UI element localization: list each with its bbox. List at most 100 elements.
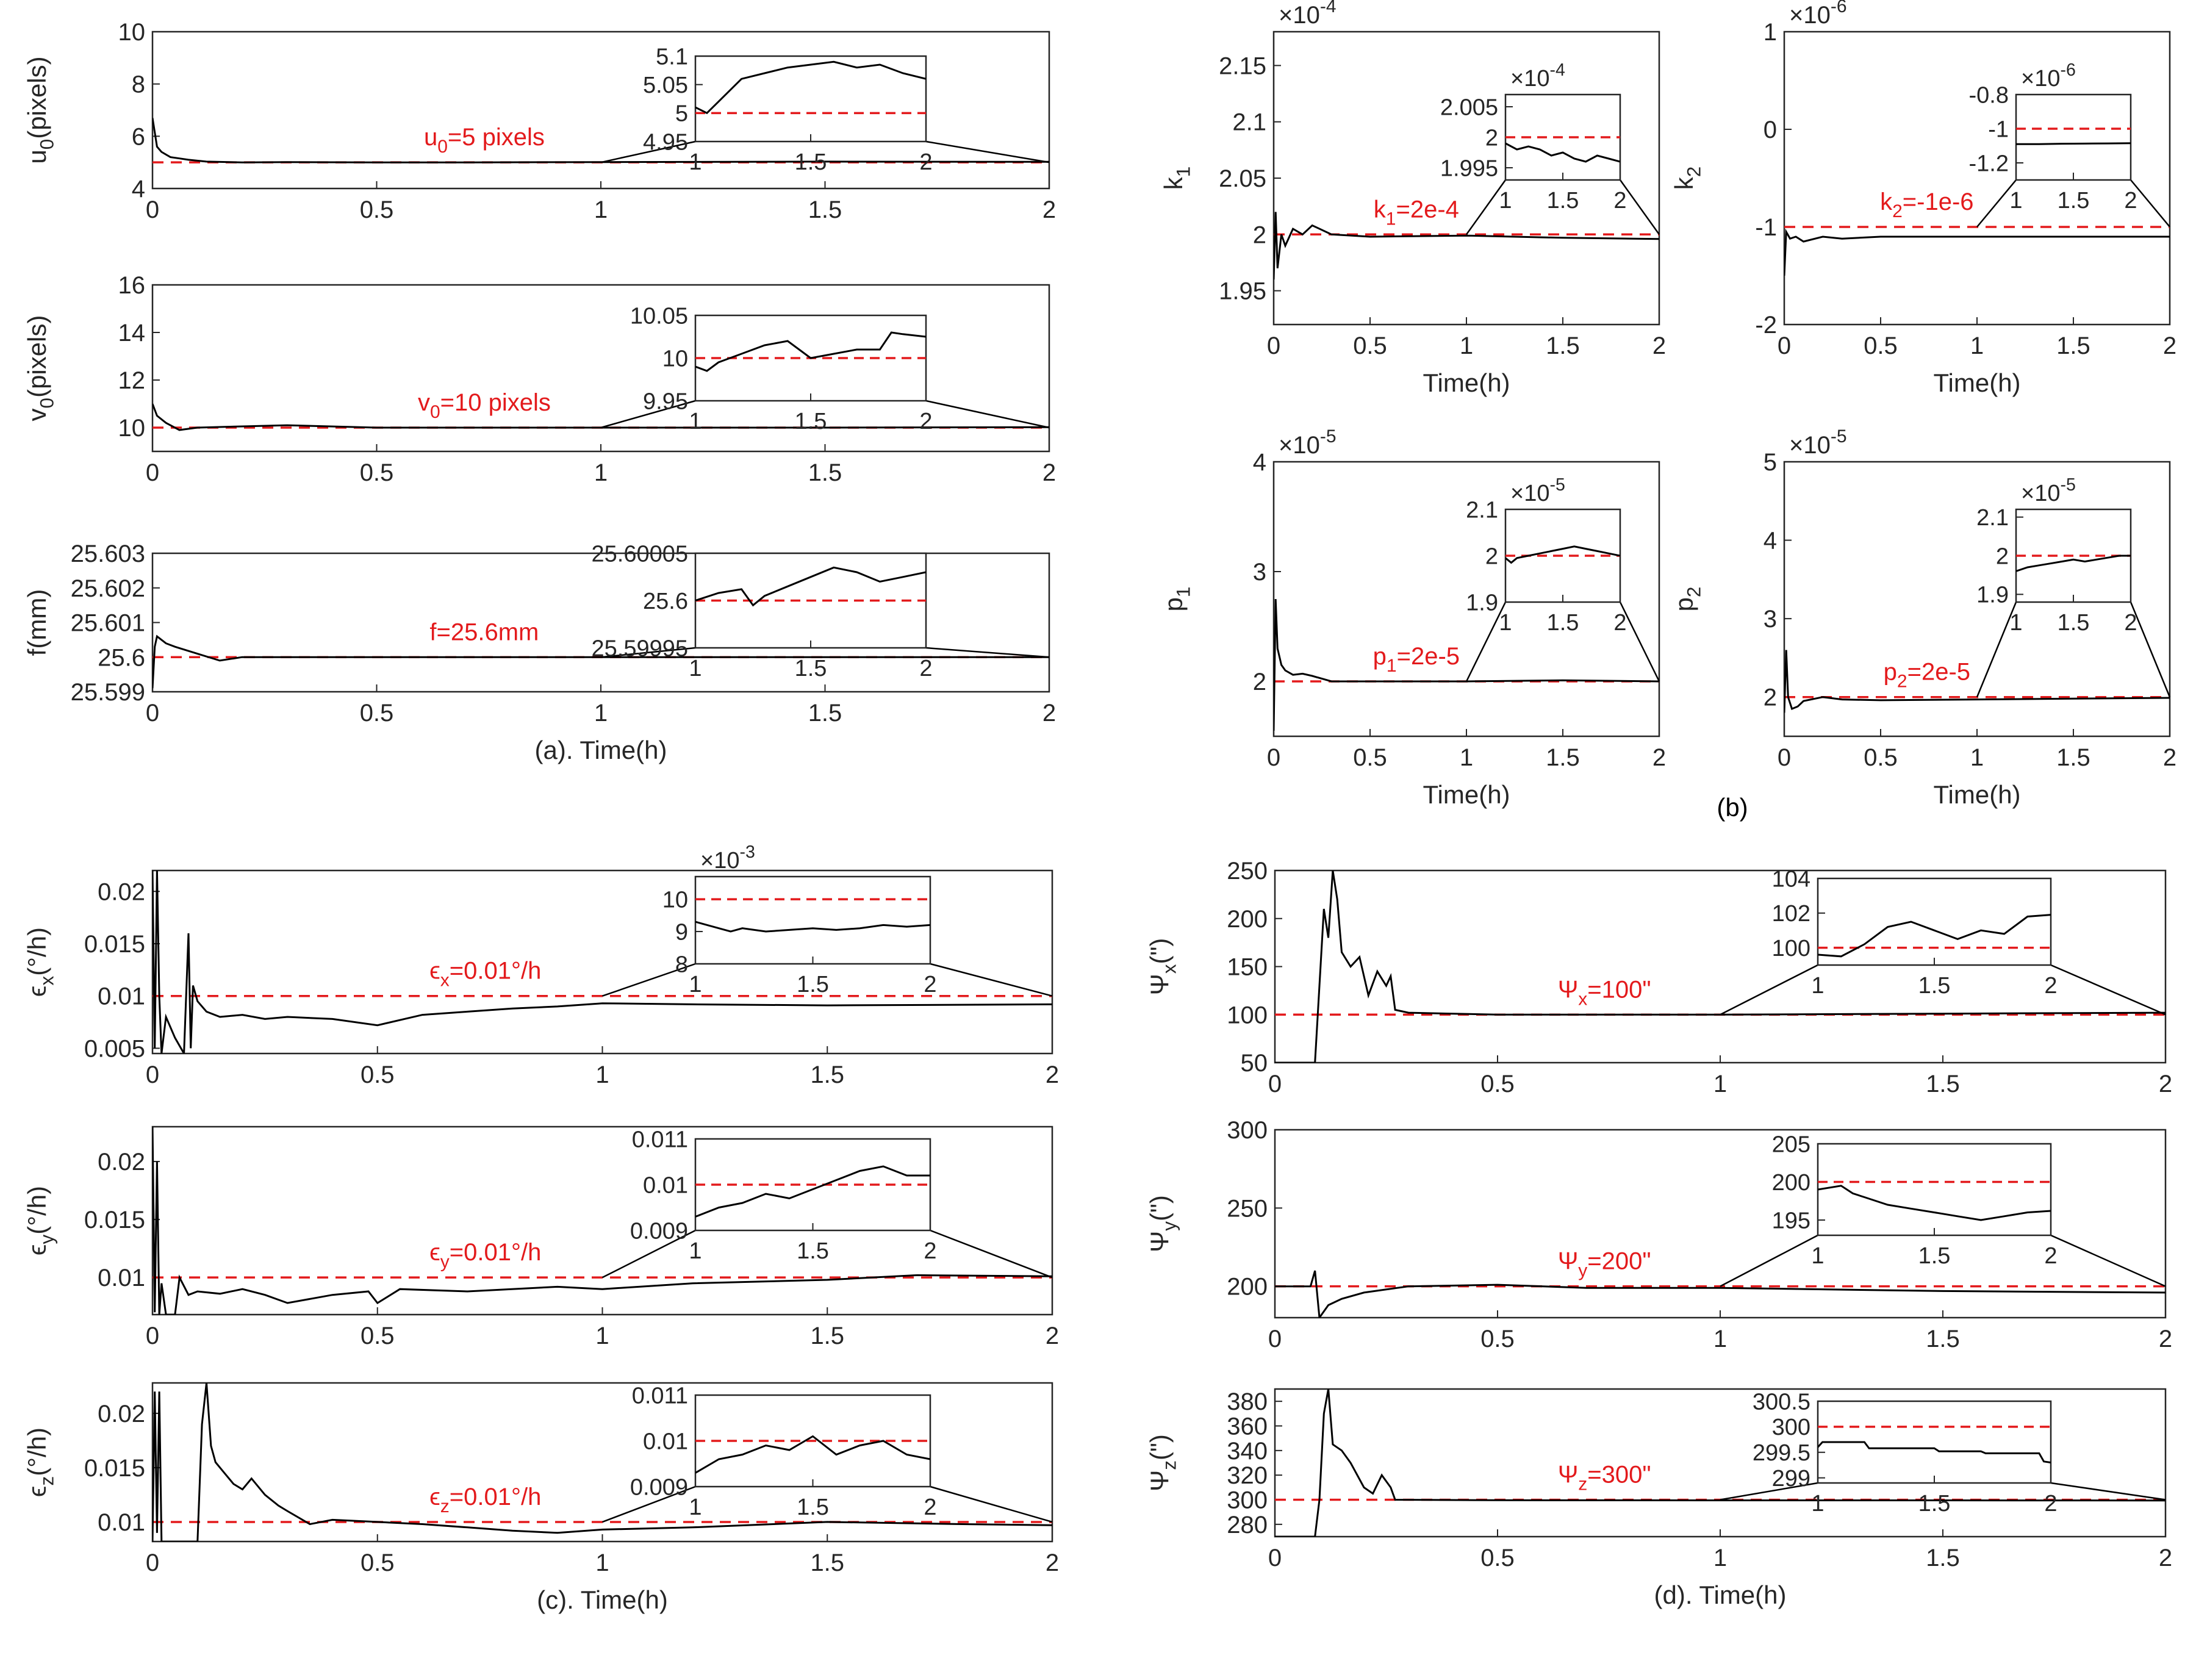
inset-y-tick-label: 0.009: [630, 1218, 688, 1244]
x-tick-label: 1: [1713, 1071, 1727, 1097]
inset-y-tick-label: 9: [675, 919, 688, 945]
inset-y-tick-label: 104: [1772, 866, 1810, 892]
y-tick-label: 0.01: [98, 983, 145, 1010]
inset-axes-frame: [694, 55, 927, 143]
x-axis-label: (c). Time(h): [537, 1585, 668, 1614]
x-tick-label: 2: [1042, 459, 1056, 486]
inset-x-tick-label: 1.5: [2058, 188, 2090, 214]
series-line: [1275, 1389, 2166, 1537]
y-tick-label: 4: [132, 176, 145, 203]
inset-axes-frame: [1817, 1143, 2052, 1237]
true-value-label: f=25.6mm: [429, 619, 539, 645]
true-value-label: ϵz=0.01°/h: [429, 1484, 541, 1517]
inset-y-tick-label: 300.5: [1753, 1389, 1810, 1415]
x-tick-label: 1.5: [1546, 744, 1580, 771]
zoom-connector-left: [1465, 179, 1507, 235]
inset-y-tick-label: 2.1: [1976, 505, 2009, 531]
x-tick-label: 1.5: [2056, 332, 2090, 359]
y-tick-label: -2: [1755, 312, 1777, 339]
inset-y-tick-label: -1: [1988, 117, 2009, 142]
y-tick-label: 0.015: [84, 1207, 145, 1233]
inset-y-tick-label: 2: [1996, 544, 2009, 569]
inset-x-tick-label: 1.5: [795, 656, 827, 681]
inset-series-line: [1505, 545, 1620, 564]
x-tick-label: 1.5: [1546, 332, 1580, 359]
inset-axis-exponent: ×10-4: [1510, 60, 1565, 92]
inset-y-tick-label: 9.95: [643, 389, 688, 414]
zoom-connector-left: [1720, 964, 1818, 1016]
chart-p1: 0 0.5 1 1.5 2 2 3 4 ×10-5 p1=2e-5 p1 Time(h) 1 1.5 2 1.…: [1159, 426, 1666, 809]
y-tick-label: 6: [132, 123, 145, 150]
inset-y-tick-label: 205: [1772, 1132, 1810, 1157]
y-tick-label: 360: [1227, 1413, 1268, 1440]
y-axis-label: Ψx("): [1145, 938, 1180, 996]
y-tick-label: 1.95: [1219, 278, 1266, 305]
inset-y-tick-label: 299: [1772, 1466, 1810, 1492]
inset-y-tick-label: 2: [1485, 544, 1498, 569]
inset-y-tick-label: 1.995: [1440, 156, 1498, 181]
x-tick-label: 0: [1267, 744, 1280, 771]
x-tick-label: 1: [595, 1549, 609, 1576]
inset-axes-frame: [1817, 877, 2052, 966]
inset-y-tick-label: 2.1: [1466, 497, 1498, 523]
inset-y-tick-label: 195: [1772, 1208, 1810, 1233]
zoom-connector-right: [1619, 179, 1660, 235]
x-tick-label: 0.5: [361, 1061, 395, 1088]
x-tick-label: 1.5: [810, 1061, 844, 1088]
x-tick-label: 0: [146, 196, 159, 223]
inset-axis-exponent: ×10-5: [2021, 475, 2076, 506]
y-tick-label: 3: [1253, 559, 1266, 586]
inset-y-tick-label: 10: [662, 887, 688, 913]
series-line: [1784, 228, 2170, 276]
y-tick-label: 25.599: [71, 679, 145, 706]
x-tick-label: 0.5: [360, 700, 394, 727]
series-line: [152, 634, 1049, 689]
inset-y-tick-label: 1.9: [1466, 590, 1498, 616]
inset-x-tick-label: 1.5: [2058, 610, 2090, 636]
y-tick-label: 0.02: [98, 1149, 145, 1176]
y-tick-label: -1: [1755, 214, 1777, 241]
zoom-connector-right: [925, 140, 1050, 163]
y-tick-label: 3: [1764, 606, 1777, 633]
x-tick-label: 1.5: [1926, 1326, 1960, 1352]
true-value-label: ϵy=0.01°/h: [429, 1239, 541, 1272]
x-tick-label: 0.5: [1480, 1545, 1515, 1571]
inset-y-tick-label: 10.05: [630, 303, 688, 329]
inset-x-tick-label: 1: [689, 149, 702, 175]
x-tick-label: 2: [1652, 332, 1666, 359]
x-tick-label: 1.5: [1926, 1071, 1960, 1097]
true-value-label: k1=2e-4: [1374, 196, 1459, 229]
series-line: [152, 403, 1049, 431]
x-tick-label: 0.5: [1353, 744, 1387, 771]
series-line: [1784, 650, 2170, 713]
y-tick-label: 100: [1227, 1002, 1268, 1028]
x-tick-label: 1: [1713, 1545, 1727, 1571]
inset-x-tick-label: 2: [919, 656, 932, 681]
y-tick-label: 25.6: [98, 644, 145, 671]
inset-y-tick-label: 8: [675, 952, 688, 977]
y-tick-label: 0.015: [84, 931, 145, 958]
chart-f: 0 0.5 1 1.5 2 25.599 25.6 25.601 25.602 25.603 f=2…: [23, 540, 1056, 764]
zoom-connector-left: [600, 140, 696, 163]
chart-epsz: 0 0.5 1 1.5 2 0.01 0.015 0.02 ϵz=0.01°/h ϵz(°/h) (…: [23, 1382, 1059, 1614]
x-tick-label: 1: [595, 1323, 609, 1349]
zoom-connector-right: [925, 647, 1050, 658]
inset-x-tick-label: 1: [1499, 188, 1512, 214]
x-axis-label: (d). Time(h): [1654, 1581, 1786, 1609]
x-tick-label: 0: [146, 1061, 159, 1088]
inset-y-tick-label: 25.60005: [592, 541, 689, 567]
inset-k2: 1 1.5 2 -1.2 -1 -0.8 ×10-6: [1969, 60, 2137, 214]
inset-axes-frame: [694, 875, 931, 965]
x-tick-label: 0: [1267, 332, 1280, 359]
inset-y-tick-label: 2: [1485, 125, 1498, 151]
panel-label-b: (b): [1717, 793, 1748, 822]
x-tick-label: 1.5: [810, 1549, 844, 1576]
y-tick-label: 2.15: [1219, 52, 1266, 79]
zoom-connector-right: [1619, 601, 1660, 682]
axis-exponent: ×10-5: [1279, 426, 1337, 459]
x-tick-label: 1.5: [2056, 744, 2090, 771]
x-tick-label: 2: [1652, 744, 1666, 771]
chart-psiz: 0 0.5 1 1.5 2280300320340360380Ψz=300"Ψz(")(…: [1145, 1388, 2172, 1609]
zoom-connector-right: [925, 400, 1050, 429]
